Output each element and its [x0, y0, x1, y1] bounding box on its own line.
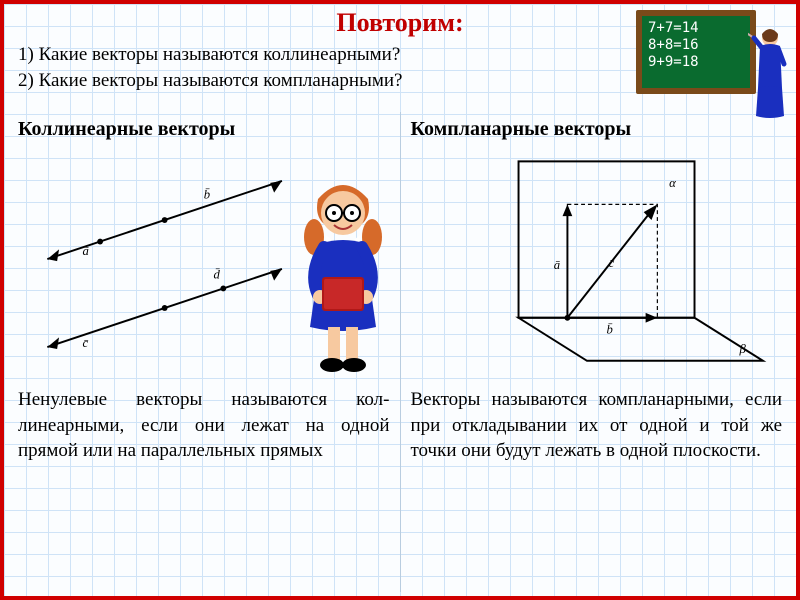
beta-label: β: [738, 342, 746, 356]
right-heading: Компланарные векторы: [411, 118, 783, 141]
chalk-line-3: 9+9=18: [648, 54, 744, 71]
chalk-line-2: 8+8=16: [648, 37, 744, 54]
questions-block: 1) Какие векторы называются коллинеарным…: [18, 42, 402, 93]
right-definition: Векторы называются компланарными, если п…: [411, 379, 783, 464]
svg-text:ā: ā: [553, 258, 560, 272]
two-column-area: Коллинеарные векторы ā: [8, 112, 792, 592]
question-2: 2) Какие векторы называются компланарным…: [18, 68, 402, 94]
svg-text:c̄: c̄: [83, 336, 90, 350]
alpha-label: α: [669, 176, 676, 190]
chalk-line-1: 7+7=14: [648, 20, 744, 37]
left-definition: Ненулевые векторы называются кол­линеарн…: [18, 379, 390, 464]
chalkboard-illustration: 7+7=14 8+8=16 9+9=18: [636, 10, 786, 120]
svg-text:ā: ā: [83, 244, 90, 258]
svg-text:b̄: b̄: [606, 322, 613, 336]
right-column: Компланарные векторы α β ā: [400, 112, 793, 592]
svg-text:b̄: b̄: [204, 187, 211, 201]
slide-frame: Повторим: 1) Какие векторы называются ко…: [0, 0, 800, 600]
coplanar-diagram: α β ā b̄: [411, 149, 783, 379]
teacher-icon: [748, 28, 788, 120]
collinear-diagram: ā b̄ c̄ d̄: [18, 149, 390, 379]
question-1: 1) Какие векторы называются коллинеарным…: [18, 42, 402, 68]
left-heading: Коллинеарные векторы: [18, 118, 390, 141]
student-icon: [278, 177, 408, 377]
svg-text:d̄: d̄: [214, 268, 221, 282]
chalkboard: 7+7=14 8+8=16 9+9=18: [636, 10, 756, 94]
left-column: Коллинеарные векторы ā: [8, 112, 400, 592]
